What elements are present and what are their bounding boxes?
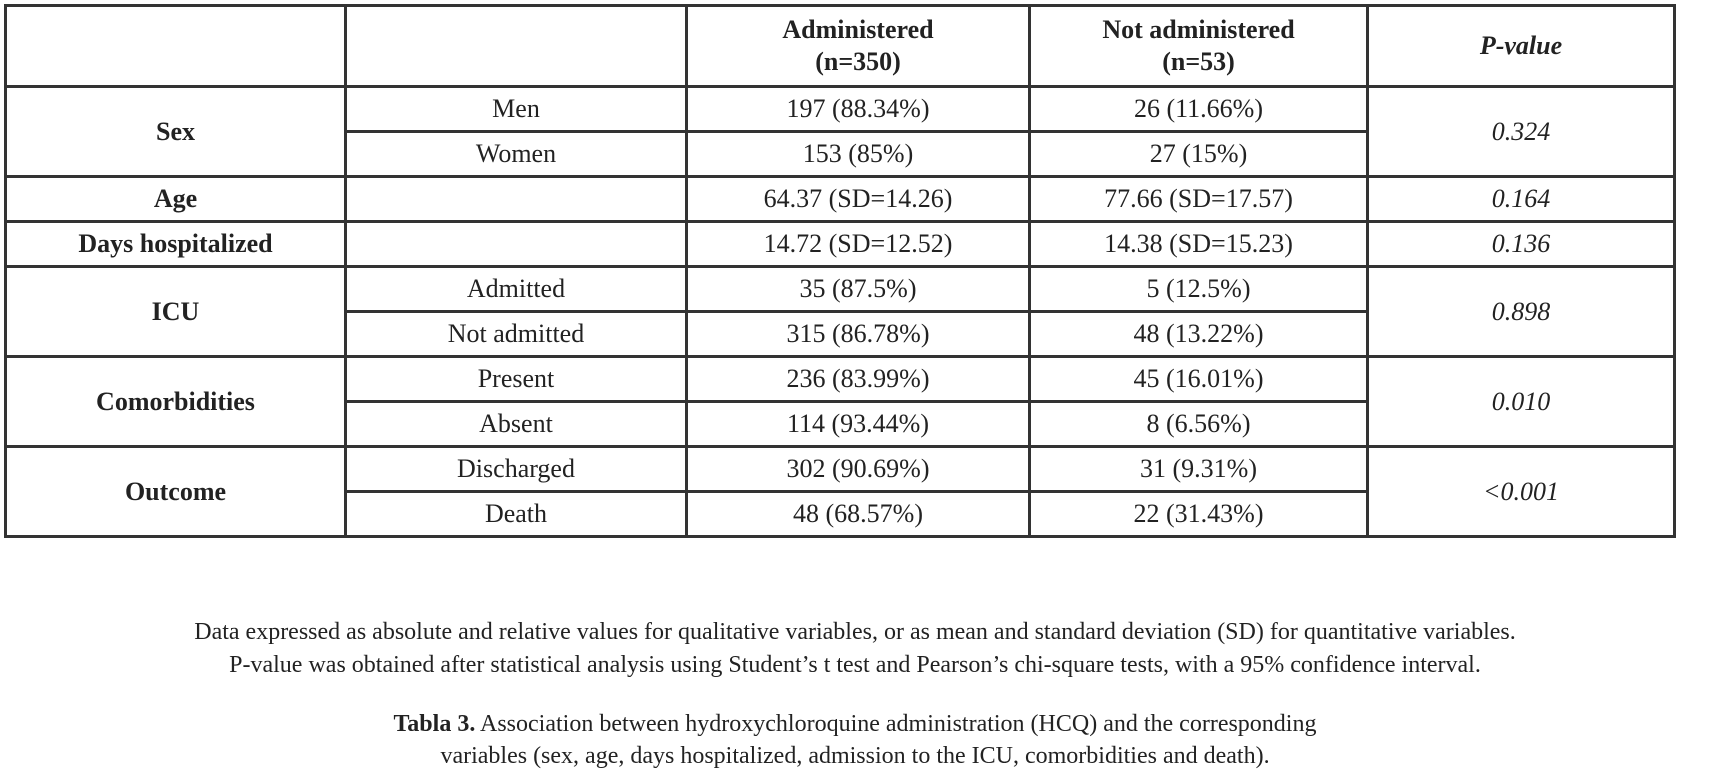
administered-cell: 35 (87.5%) — [685, 265, 1031, 313]
header-empty-cell-1 — [4, 4, 347, 88]
sub-label: Women — [344, 130, 688, 178]
notes-line-2: P-value was obtained after statistical a… — [229, 652, 1481, 678]
pvalue-cell: 0.010 — [1366, 355, 1676, 448]
results-table: Administered (n=350) Not administered (n… — [4, 4, 1676, 538]
sub-label-empty — [344, 220, 688, 268]
header-not-administered-label: Not administered — [1102, 15, 1295, 44]
not-administered-cell: 31 (9.31%) — [1028, 445, 1369, 493]
table-header-row: Administered (n=350) Not administered (n… — [4, 4, 1676, 88]
header-administered-count: (n=350) — [815, 47, 901, 76]
not-administered-cell: 27 (15%) — [1028, 130, 1369, 178]
administered-cell: 114 (93.44%) — [685, 400, 1031, 448]
pvalue-cell: 0.136 — [1366, 220, 1676, 268]
row-label-days-hospitalized: Days hospitalized — [4, 220, 347, 268]
caption-line-2: variables (sex, age, days hospitalized, … — [440, 743, 1270, 769]
header-administered-label: Administered — [782, 15, 934, 44]
pvalue-cell: <0.001 — [1366, 445, 1676, 538]
table-row: Sex Men 197 (88.34%) 26 (11.66%) 0.324 — [4, 85, 1676, 178]
header-not-administered: Not administered (n=53) — [1028, 4, 1369, 88]
table-row: Days hospitalized 14.72 (SD=12.52) 14.38… — [4, 220, 1676, 268]
not-administered-cell: 77.66 (SD=17.57) — [1028, 175, 1369, 223]
sub-label: Absent — [344, 400, 688, 448]
notes-line-1: Data expressed as absolute and relative … — [194, 619, 1516, 645]
sub-label: Present — [344, 355, 688, 403]
results-table-container: Administered (n=350) Not administered (n… — [4, 4, 1676, 538]
administered-cell: 197 (88.34%) — [685, 85, 1031, 133]
table-row: Women 153 (85%) 27 (15%) — [6, 130, 1675, 178]
caption-label: Tabla 3. — [393, 711, 476, 737]
not-administered-cell: 26 (11.66%) — [1028, 85, 1369, 133]
not-administered-cell: 5 (12.5%) — [1028, 265, 1369, 313]
not-administered-cell: 45 (16.01%) — [1028, 355, 1369, 403]
header-administered: Administered (n=350) — [685, 4, 1031, 88]
not-administered-cell: 14.38 (SD=15.23) — [1028, 220, 1369, 268]
administered-cell: 315 (86.78%) — [685, 310, 1031, 358]
sub-label-empty — [344, 175, 688, 223]
row-label-icu: ICU — [4, 265, 347, 358]
sub-label: Death — [344, 490, 688, 538]
sub-label: Men — [344, 85, 688, 133]
table-caption: Tabla 3. Association between hydroxychlo… — [0, 708, 1710, 772]
row-label-sex: Sex — [4, 85, 347, 178]
administered-cell: 302 (90.69%) — [685, 445, 1031, 493]
not-administered-cell: 48 (13.22%) — [1028, 310, 1369, 358]
administered-cell: 14.72 (SD=12.52) — [685, 220, 1031, 268]
header-empty-cell-2 — [344, 4, 688, 88]
header-not-administered-count: (n=53) — [1162, 47, 1235, 76]
header-pvalue: P-value — [1366, 4, 1676, 88]
not-administered-cell: 8 (6.56%) — [1028, 400, 1369, 448]
table-row: Outcome Discharged 302 (90.69%) 31 (9.31… — [4, 445, 1676, 538]
table-row: ICU Admitted 35 (87.5%) 5 (12.5%) 0.898 — [4, 265, 1676, 358]
row-label-outcome: Outcome — [4, 445, 347, 538]
caption-line-1: Tabla 3. Association between hydroxychlo… — [0, 708, 1710, 740]
sub-label: Not admitted — [344, 310, 688, 358]
sub-label: Admitted — [344, 265, 688, 313]
row-label-comorbidities: Comorbidities — [4, 355, 347, 448]
row-label-age: Age — [4, 175, 347, 223]
administered-cell: 153 (85%) — [685, 130, 1031, 178]
table-notes: Data expressed as absolute and relative … — [0, 616, 1710, 682]
administered-cell: 236 (83.99%) — [685, 355, 1031, 403]
pvalue-cell: 0.898 — [1366, 265, 1676, 358]
not-administered-cell: 22 (31.43%) — [1028, 490, 1369, 538]
sub-label: Discharged — [344, 445, 688, 493]
table-row: Death 48 (68.57%) 22 (31.43%) — [6, 490, 1675, 538]
pvalue-cell: 0.164 — [1366, 175, 1676, 223]
table-row: Absent 114 (93.44%) 8 (6.56%) — [6, 400, 1675, 448]
administered-cell: 48 (68.57%) — [685, 490, 1031, 538]
table-row: Age 64.37 (SD=14.26) 77.66 (SD=17.57) 0.… — [4, 175, 1676, 223]
table-row: Comorbidities Present 236 (83.99%) 45 (1… — [4, 355, 1676, 448]
caption-text-1: Association between hydroxychloroquine a… — [475, 711, 1317, 737]
table-row: Not admitted 315 (86.78%) 48 (13.22%) — [6, 310, 1675, 358]
pvalue-cell: 0.324 — [1366, 85, 1676, 178]
administered-cell: 64.37 (SD=14.26) — [685, 175, 1031, 223]
